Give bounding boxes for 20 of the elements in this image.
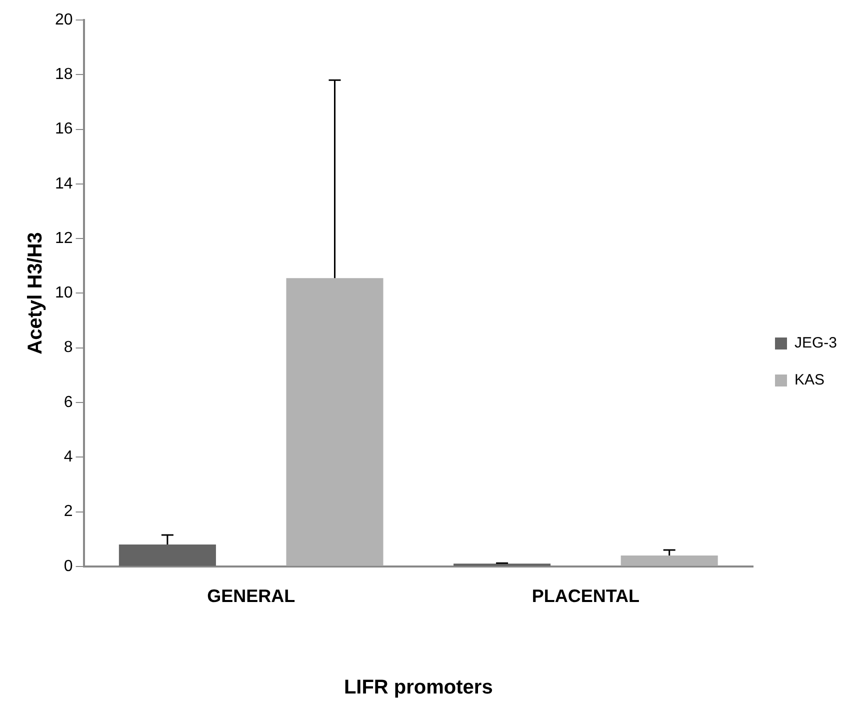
legend-label: JEG-3: [794, 334, 838, 352]
y-tick-label: 10: [55, 284, 73, 302]
bar: [118, 544, 216, 566]
y-tick-label: 4: [64, 448, 73, 466]
bar: [286, 278, 384, 566]
bar: [620, 555, 718, 566]
y-tick-label: 18: [55, 66, 73, 84]
y-tick-label: 20: [55, 11, 73, 28]
x-tick-label: GENERAL: [207, 586, 296, 606]
y-tick-label: 2: [64, 503, 73, 520]
x-tick-label: PLACENTAL: [532, 586, 640, 606]
y-tick-label: 12: [55, 230, 73, 247]
y-axis-title: Acetyl H3/H3: [24, 232, 47, 354]
y-tick-label: 0: [64, 558, 73, 575]
y-tick-label: 6: [64, 394, 73, 411]
legend-label: KAS: [794, 372, 825, 389]
y-tick-label: 16: [55, 120, 73, 138]
x-axis-title: LIFR promoters: [344, 676, 493, 699]
y-tick-label: 8: [64, 339, 73, 356]
y-tick-label: 14: [55, 175, 73, 192]
